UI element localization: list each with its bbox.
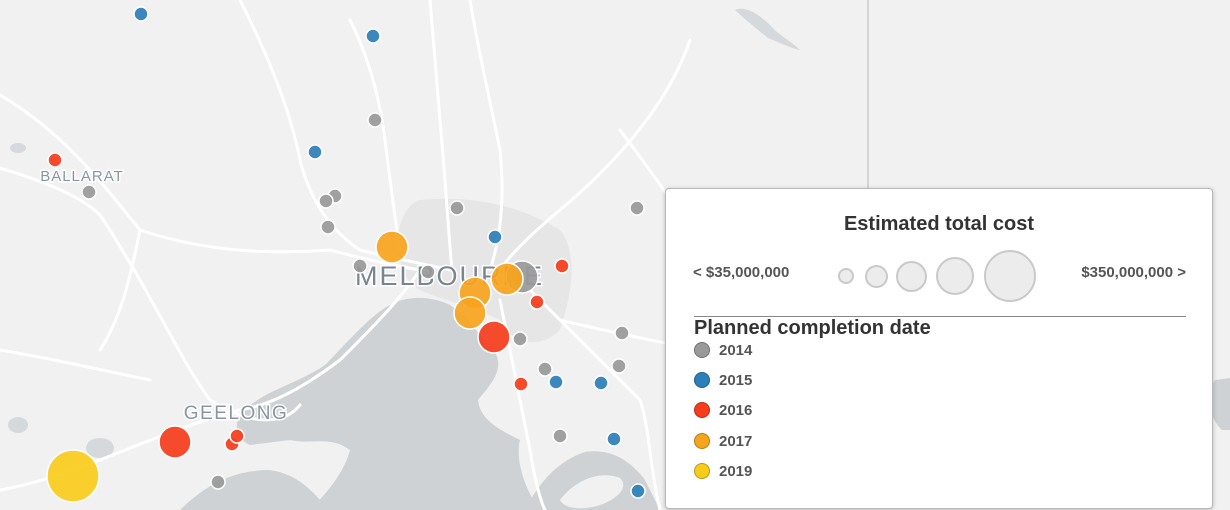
legend-item-2015: 2015 (694, 370, 752, 390)
lake (8, 417, 28, 433)
project-marker-2019[interactable] (46, 449, 100, 503)
size-legend-circle-xs (838, 268, 854, 284)
size-legend-circle-m (896, 261, 927, 292)
urban-area (398, 198, 572, 343)
project-marker-2014[interactable] (420, 264, 436, 280)
project-marker-2014[interactable] (449, 200, 465, 216)
project-markers (46, 6, 646, 503)
east-water (1209, 378, 1230, 430)
size-legend-title: Estimated total cost (843, 213, 1035, 235)
swatch-2017 (694, 433, 710, 449)
legend-item-2017: 2017 (694, 431, 752, 451)
project-marker-2014[interactable] (611, 358, 627, 374)
size-max-label: $350,000,000 > (1081, 264, 1186, 281)
project-marker-2015[interactable] (487, 229, 503, 245)
project-marker-2014[interactable] (367, 112, 383, 128)
legend-label-2015: 2015 (719, 371, 753, 389)
project-marker-2016[interactable] (477, 320, 511, 354)
legend-label-2019: 2019 (719, 462, 753, 480)
project-marker-2014[interactable] (318, 193, 334, 209)
project-marker-2014[interactable] (512, 331, 528, 347)
project-marker-2015[interactable] (606, 431, 622, 447)
western-port-island (560, 475, 624, 509)
project-marker-2014[interactable] (352, 258, 368, 274)
size-legend-circle-l (936, 257, 974, 295)
project-marker-2017[interactable] (490, 262, 524, 296)
swatch-2019 (694, 463, 710, 479)
lake (10, 143, 26, 153)
project-marker-2015[interactable] (630, 483, 646, 499)
project-marker-2016[interactable] (47, 152, 63, 168)
sea-south (180, 470, 330, 510)
legend-label-2016: 2016 (719, 401, 753, 419)
legend-label-2017: 2017 (719, 432, 753, 450)
size-legend-circle-xl (984, 250, 1036, 302)
project-marker-2014[interactable] (552, 428, 568, 444)
project-marker-2015[interactable] (548, 374, 564, 390)
swatch-2015 (694, 372, 710, 388)
project-marker-2016[interactable] (229, 428, 245, 444)
lake (86, 438, 114, 458)
project-marker-2016[interactable] (513, 376, 529, 392)
project-marker-2016[interactable] (554, 258, 570, 274)
map-legend: Estimated total cost < $35,000,000 $350,… (665, 188, 1213, 509)
project-marker-2016[interactable] (529, 294, 545, 310)
place-label-geelong: GEELONG (184, 403, 288, 424)
reservoir (735, 8, 800, 51)
project-marker-2015[interactable] (365, 28, 381, 44)
project-marker-2014[interactable] (320, 219, 336, 235)
legend-divider (694, 316, 1186, 317)
legend-item-2019: 2019 (694, 461, 752, 481)
project-marker-2014[interactable] (537, 361, 553, 377)
swatch-2014 (694, 342, 710, 358)
legend-item-2016: 2016 (694, 400, 752, 420)
project-marker-2017[interactable] (453, 296, 487, 330)
project-marker-2017[interactable] (375, 230, 409, 264)
project-marker-2014[interactable] (210, 474, 226, 490)
legend-item-2014: 2014 (694, 340, 752, 360)
color-legend-title: Planned completion date (694, 317, 931, 339)
size-legend-circle-s (865, 265, 888, 288)
project-marker-2014[interactable] (614, 325, 630, 341)
port-phillip-bay (236, 297, 540, 510)
project-marker-2015[interactable] (133, 6, 149, 22)
project-marker-2014[interactable] (629, 200, 645, 216)
project-marker-2014[interactable] (81, 184, 97, 200)
project-marker-2016[interactable] (158, 425, 192, 459)
legend-label-2014: 2014 (719, 341, 753, 359)
swatch-2016 (694, 402, 710, 418)
project-marker-2015[interactable] (307, 144, 323, 160)
project-marker-2015[interactable] (593, 375, 609, 391)
size-min-label: < $35,000,000 (693, 264, 790, 281)
place-label-ballarat: BALLARAT (40, 168, 124, 185)
